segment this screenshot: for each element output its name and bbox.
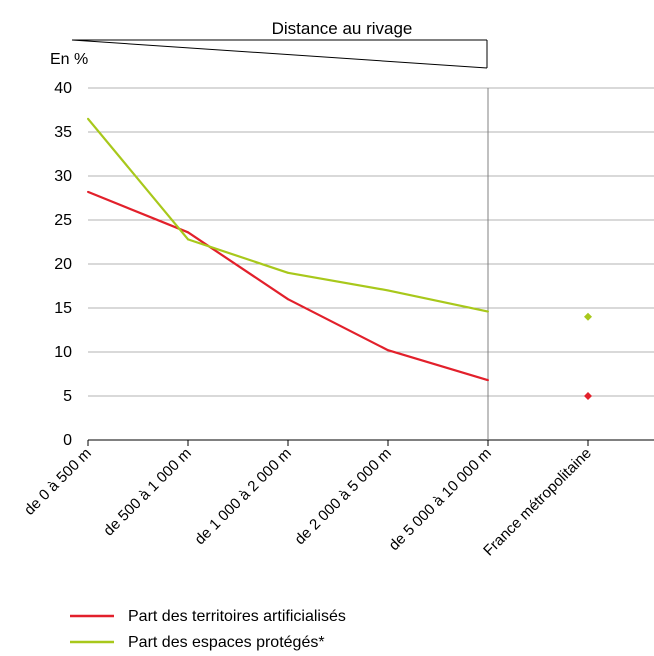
x-tick-label: de 1 000 à 2 000 m [191,445,294,548]
data-point [187,231,189,234]
data-point [487,310,489,313]
y-tick-label: 35 [54,124,72,141]
y-tick-label: 40 [54,80,72,97]
data-point [287,271,289,274]
legend-label: Part des espaces protégés* [128,634,325,651]
x-tick-labels: de 0 à 500 m de 500 à 1 000 mde 1 000 à 2… [21,440,595,559]
chart-title: Distance au rivage [272,19,413,38]
y-tick-label: 15 [54,300,72,317]
legend: Part des territoires artificialisés Part … [70,608,346,651]
y-tick-label: 30 [54,168,72,185]
x-tick-label: France métropolitaine [480,445,595,560]
reference-marker [584,312,592,321]
x-tick-label: de 5 000 à 10 000 m [386,445,495,554]
y-tick-label: 20 [54,256,72,273]
data-point [387,349,389,352]
x-tick-label: de 0 à 500 m [21,445,95,519]
data-point [287,298,289,301]
y-axis-label: En % [50,51,88,68]
data-point [87,117,89,120]
data-point [487,379,489,382]
distance-header: Distance au rivage [71,19,488,69]
y-tick-label: 25 [54,212,72,229]
y-tick-labels: 0 5 10 15 20 25 30 35 40 [54,80,72,449]
grid-lines [88,87,654,397]
legend-label: Part des territoires artificialisés [128,608,346,625]
y-tick-label: 0 [63,432,72,449]
y-tick-label: 10 [54,344,72,361]
data-point [187,238,189,241]
data-point [387,289,389,292]
series-lines [87,117,592,400]
data-point [87,190,89,193]
axes [88,88,654,441]
y-tick-label: 5 [63,388,72,405]
x-tick-label: de 500 à 1 000 m [100,445,195,540]
x-tick-label: de 2 000 à 5 000 m [291,445,394,548]
reference-marker [584,392,592,400]
